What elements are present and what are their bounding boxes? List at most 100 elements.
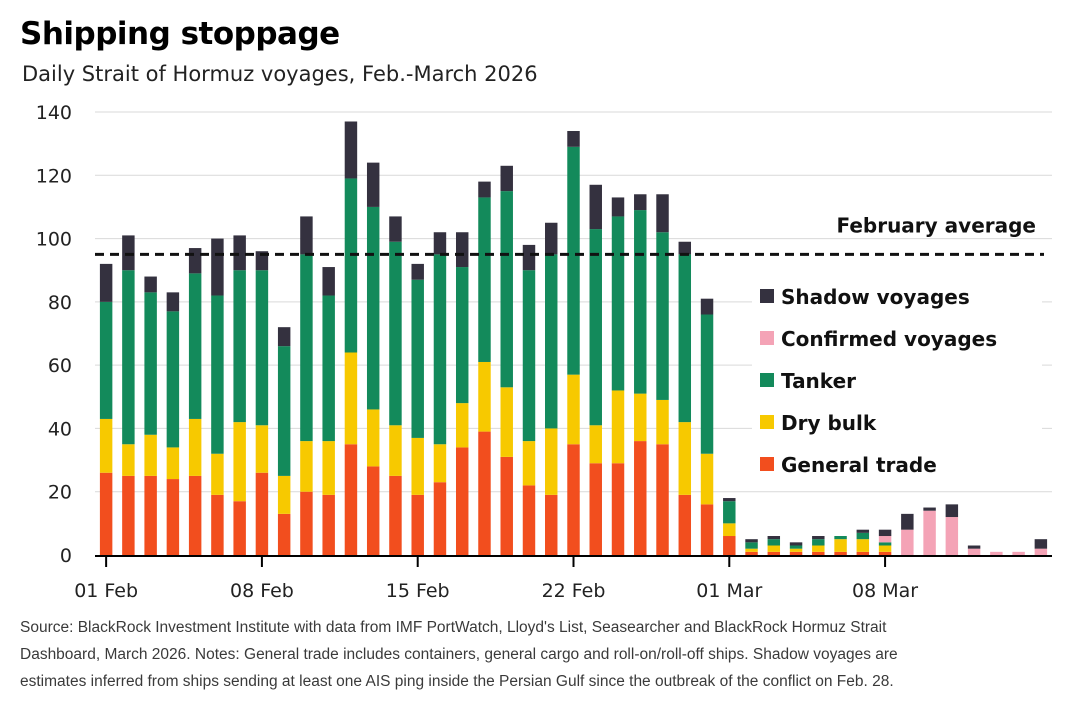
bar-tanker-7 [255,270,269,426]
bar-shadow-voyages-23 [611,197,625,217]
source-line-3: estimates inferred from ships sending at… [20,673,894,690]
bar-general-trade-27 [700,504,714,555]
bar-shadow-voyages-0 [99,263,113,302]
bar-tanker-0 [99,301,113,419]
bar-dry-bulk-26 [678,422,692,495]
bar-shadow-voyages-34 [856,529,870,533]
bar-general-trade-18 [500,456,513,555]
bar-tanker-4 [188,273,202,419]
y-tick-label-0: 0 [60,545,72,567]
bar-confirmed-voyages-37 [923,510,936,555]
bar-shadow-voyages-24 [634,194,647,211]
bar-dry-bulk-1 [122,444,135,476]
bar-general-trade-35 [878,551,892,555]
bar-tanker-30 [767,539,781,546]
bar-general-trade-7 [255,472,269,555]
bar-shadow-voyages-16 [455,232,469,268]
bar-tanker-24 [634,210,647,394]
bar-general-trade-25 [656,444,669,555]
bar-shadow-voyages-26 [678,241,692,255]
bar-shadow-voyages-8 [277,327,291,347]
bar-shadow-voyages-28 [723,498,736,502]
bar-tanker-3 [166,311,180,448]
legend-background [752,280,1042,480]
bar-confirmed-voyages-36 [901,529,914,555]
february-average-label: February average [836,213,1036,237]
legend-label-general-trade: General trade [781,453,937,477]
bar-dry-bulk-18 [500,387,513,457]
x-tick-label-7: 08 Feb [230,580,294,602]
bar-tanker-19 [522,270,536,442]
bar-dry-bulk-8 [277,475,291,514]
bar-general-trade-32 [812,551,825,555]
x-tick-label-35: 08 Mar [852,580,918,602]
bar-general-trade-23 [611,463,625,555]
bar-dry-bulk-19 [522,441,536,486]
bar-dry-bulk-10 [322,441,335,495]
bar-tanker-32 [812,539,825,546]
bar-dry-bulk-21 [567,374,580,445]
bar-shadow-voyages-11 [344,121,358,179]
bar-tanker-18 [500,191,513,388]
bar-tanker-29 [745,542,758,549]
bar-shadow-voyages-3 [166,292,180,312]
legend-label-tanker: Tanker [781,369,856,393]
bar-general-trade-20 [545,494,558,555]
bar-shadow-voyages-10 [322,267,335,296]
x-axis-ticks: 01 Feb 08 Feb 15 Feb 22 Feb 01 Mar 08 Mar [74,557,918,602]
bar-general-trade-5 [211,494,224,555]
bar-dry-bulk-3 [166,447,180,480]
bar-tanker-9 [300,254,313,442]
bar-shadow-voyages-13 [389,216,402,242]
bar-tanker-10 [322,295,335,442]
bar-dry-bulk-9 [300,441,313,492]
bar-general-trade-9 [300,491,313,555]
bar-tanker-8 [277,346,291,476]
y-tick-label-100: 100 [36,229,72,251]
bar-tanker-12 [366,206,380,410]
bar-shadow-voyages-31 [789,542,803,546]
x-tick-label-0: 01 Feb [74,580,138,602]
y-tick-label-40: 40 [48,418,72,440]
bar-tanker-16 [455,267,469,404]
source-note: Source: BlackRock Investment Institute w… [20,614,1070,695]
bar-tanker-21 [567,146,580,375]
bar-dry-bulk-31 [789,548,803,552]
x-tick-label-28: 01 Mar [696,580,762,602]
bar-dry-bulk-4 [188,418,202,476]
bar-dry-bulk-28 [723,523,736,537]
bar-shadow-voyages-32 [812,536,825,540]
legend-label-confirmed-voyages: Confirmed voyages [781,327,997,351]
bar-confirmed-voyages-42 [1034,548,1048,555]
bar-general-trade-28 [723,536,736,555]
bar-dry-bulk-16 [455,403,469,448]
bar-dry-bulk-33 [834,539,847,552]
bar-dry-bulk-24 [634,393,647,442]
bar-tanker-17 [478,197,491,362]
bar-tanker-13 [389,241,402,426]
bar-shadow-voyages-39 [967,545,981,549]
bar-dry-bulk-30 [767,545,781,552]
bar-shadow-voyages-35 [878,529,892,537]
bar-general-trade-31 [789,551,803,555]
bar-general-trade-12 [366,466,380,555]
bar-general-trade-29 [745,551,758,555]
bar-general-trade-14 [411,494,424,555]
bar-shadow-voyages-37 [923,507,936,511]
bar-general-trade-11 [344,444,358,555]
bar-general-trade-13 [389,475,402,555]
bar-dry-bulk-11 [344,352,358,445]
bar-dry-bulk-25 [656,399,669,445]
bar-general-trade-16 [455,447,469,555]
bar-dry-bulk-20 [545,428,558,495]
bar-shadow-voyages-6 [233,235,246,271]
bar-general-trade-21 [567,444,580,555]
bar-confirmed-voyages-39 [967,548,981,555]
bar-general-trade-3 [166,479,180,555]
bar-shadow-voyages-12 [366,162,380,207]
bar-tanker-20 [545,254,558,429]
bar-general-trade-15 [433,482,447,555]
chart-title: Shipping stoppage [20,16,340,52]
bar-shadow-voyages-14 [411,263,424,280]
legend-swatch-confirmed-voyages [760,331,774,345]
